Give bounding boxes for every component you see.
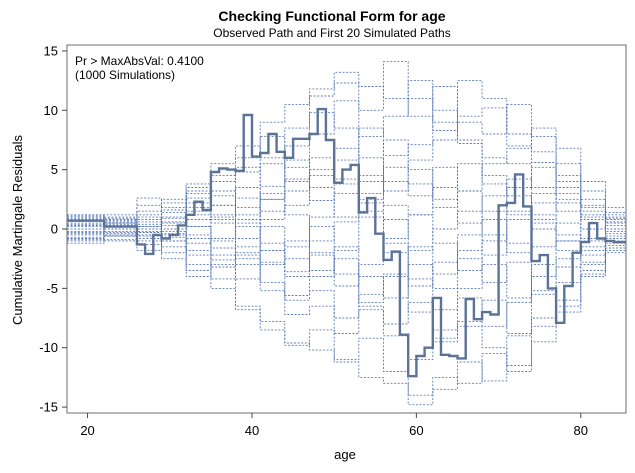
simulated-path-19: [67, 166, 626, 242]
plot-frame: [66, 44, 627, 414]
pvalue-annotation: Pr > MaxAbsVal: 0.4100: [75, 54, 204, 68]
simulated-paths: [67, 61, 626, 406]
simulated-path-12: [67, 216, 626, 311]
x-axis-label: age: [334, 447, 356, 462]
simulated-path-5: [67, 86, 626, 234]
x-tick-label: 40: [245, 423, 259, 438]
simulated-path-6: [67, 221, 626, 366]
observed-path-line: [67, 107, 626, 378]
y-axis: -15 -10 -5 0 5 10 15: [39, 43, 67, 415]
y-tick-label: 10: [44, 103, 58, 118]
x-tick-label: 60: [409, 423, 423, 438]
simulated-path-1: [67, 61, 626, 234]
y-tick-label: -5: [46, 281, 58, 296]
y-tick-label: -10: [39, 340, 58, 355]
simulated-path-2: [67, 235, 626, 406]
chart-subtitle: Observed Path and First 20 Simulated Pat…: [213, 26, 450, 40]
simulated-path-8: [67, 220, 626, 343]
simulated-path-20: [67, 190, 626, 304]
simulated-path-7: [67, 103, 626, 230]
simulated-path-14: [67, 209, 626, 287]
simulated-path-13: [67, 139, 626, 242]
x-tick-label: 80: [574, 423, 588, 438]
simulated-path-9: [67, 147, 626, 238]
simulations-annotation: (1000 Simulations): [75, 68, 175, 82]
x-axis: 20 40 60 80: [80, 413, 588, 438]
chart-title: Checking Functional Form for age: [218, 8, 445, 24]
y-tick-label: 0: [51, 222, 58, 237]
simulated-path-3: [67, 71, 626, 224]
simulated-path-15: [67, 80, 626, 256]
y-tick-label: -15: [39, 400, 58, 415]
simulated-path-16: [67, 214, 626, 334]
x-tick-label: 20: [80, 423, 94, 438]
y-tick-label: 15: [44, 43, 58, 58]
y-axis-label: Cumulative Martingale Residuals: [10, 134, 25, 325]
observed-path: [67, 107, 626, 378]
y-tick-label: 5: [51, 162, 58, 177]
simulated-path-11: [67, 127, 626, 232]
